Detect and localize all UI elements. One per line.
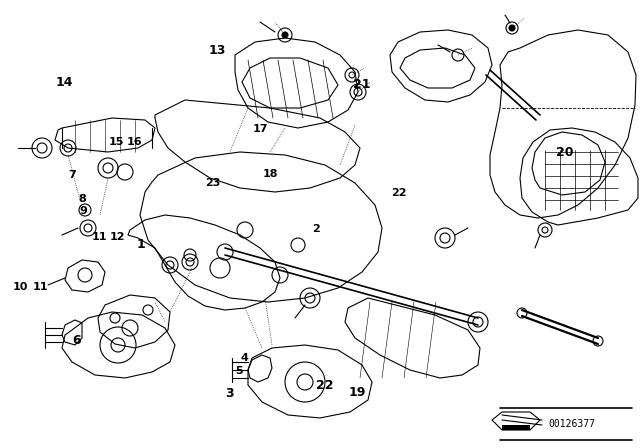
Text: 16: 16: [127, 138, 142, 147]
Text: 7: 7: [68, 170, 76, 180]
Text: 17: 17: [253, 124, 268, 134]
Circle shape: [509, 25, 515, 31]
Text: 21: 21: [353, 78, 371, 91]
Text: 23: 23: [205, 178, 221, 188]
Text: 12: 12: [109, 232, 125, 241]
Text: 22: 22: [316, 379, 334, 392]
Text: 00126377: 00126377: [548, 419, 595, 429]
Circle shape: [517, 308, 527, 318]
Text: 10: 10: [13, 282, 28, 292]
Text: 4: 4: [241, 353, 248, 363]
Text: 8: 8: [78, 194, 86, 204]
Text: 11: 11: [33, 282, 48, 292]
Circle shape: [282, 32, 288, 38]
Text: 2: 2: [312, 224, 319, 234]
Text: 1: 1: [136, 237, 145, 251]
Text: 6: 6: [72, 334, 81, 347]
Text: 14: 14: [55, 76, 73, 90]
Text: 11: 11: [92, 232, 107, 241]
Circle shape: [593, 336, 603, 346]
Text: 22: 22: [391, 188, 406, 198]
Text: 20: 20: [556, 146, 573, 159]
Text: 18: 18: [262, 169, 278, 179]
Text: 5: 5: [235, 366, 243, 376]
Text: 15: 15: [109, 138, 124, 147]
Text: 9: 9: [79, 206, 87, 215]
Text: 13: 13: [209, 43, 227, 57]
Text: 19: 19: [348, 386, 366, 399]
Text: 3: 3: [225, 387, 234, 400]
Polygon shape: [502, 425, 530, 430]
